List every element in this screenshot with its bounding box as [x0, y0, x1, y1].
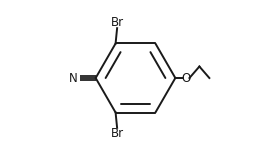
Text: O: O [182, 71, 191, 85]
Text: Br: Br [111, 16, 124, 29]
Text: Br: Br [111, 127, 124, 140]
Text: N: N [69, 71, 78, 85]
